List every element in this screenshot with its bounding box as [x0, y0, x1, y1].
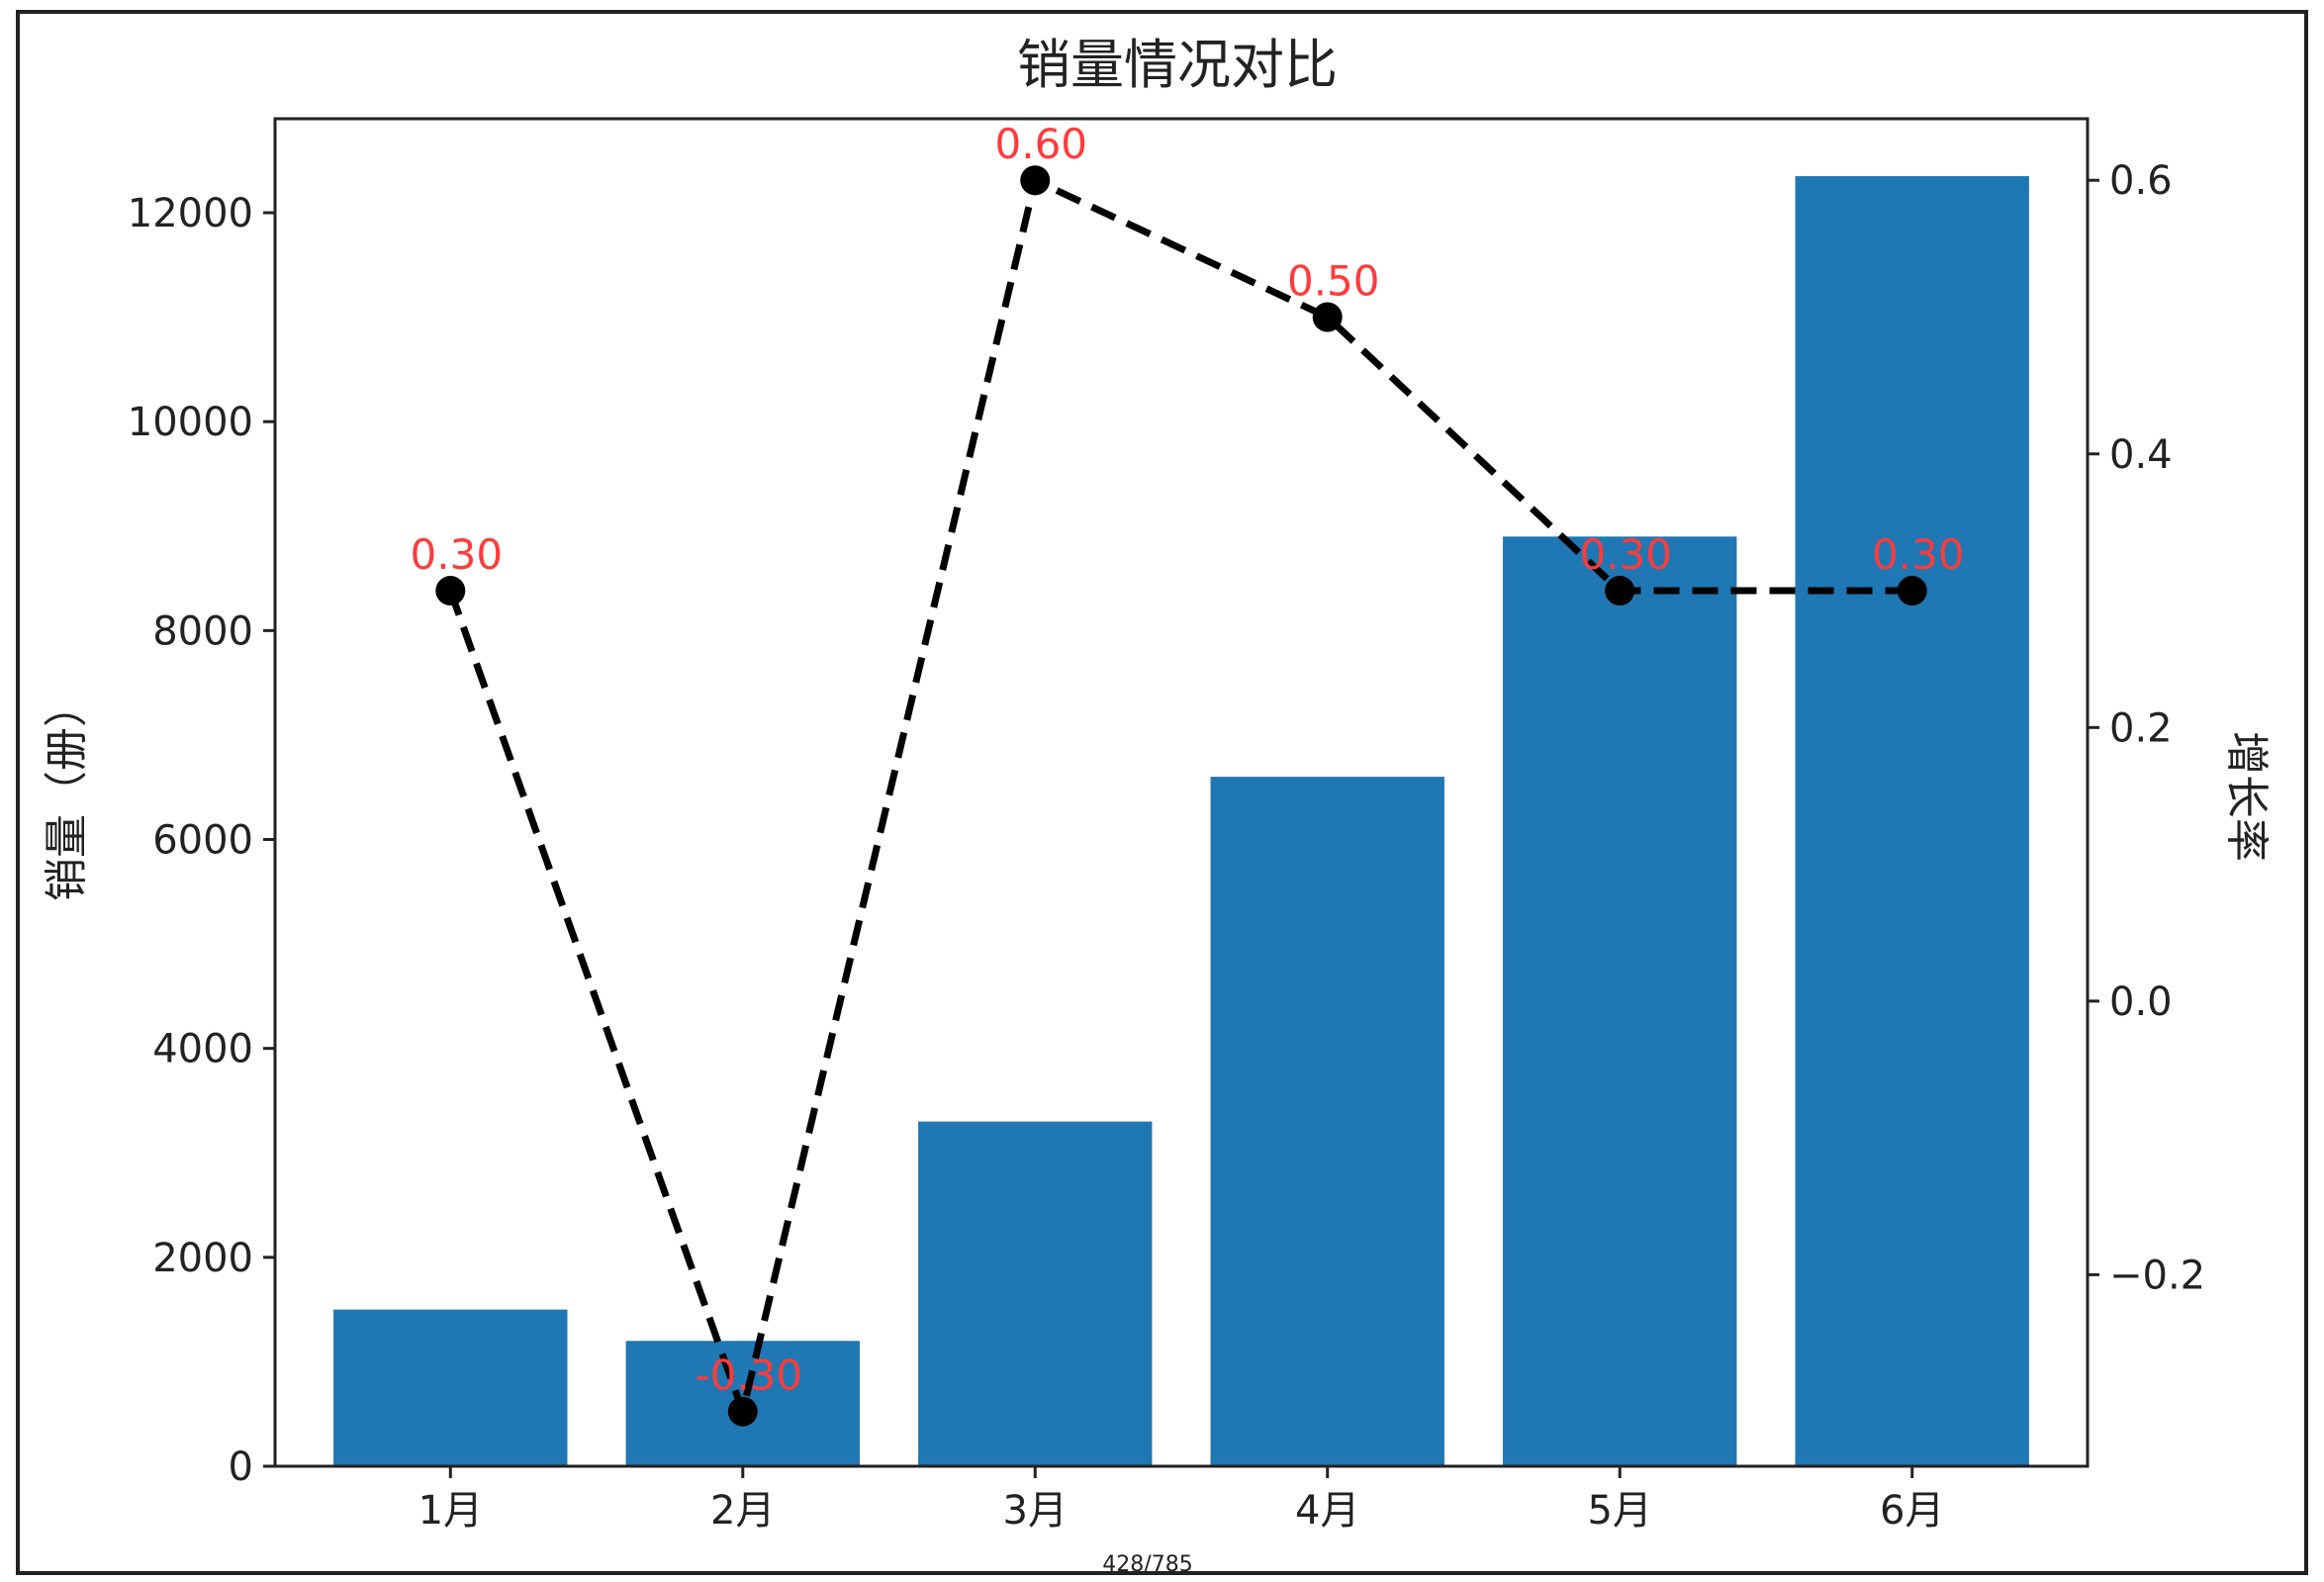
x-tick-label-6: 6月: [1880, 1488, 1944, 1534]
right-tick-label-0: −0.2: [2109, 1253, 2205, 1298]
left-tick-label-5: 10000: [128, 400, 253, 445]
x-tick-label-1: 1月: [418, 1488, 483, 1534]
growth-point-1: [435, 576, 466, 606]
left-tick-label-6: 12000: [128, 191, 253, 236]
y2-axis-label: 增长率: [2221, 731, 2272, 862]
x-axis-ticks: 1月 2月 3月 4月 5月 6月: [418, 1466, 1944, 1534]
bar-1: [333, 1309, 568, 1466]
left-tick-label-4: 8000: [152, 608, 253, 654]
growth-label-4: 0.50: [1287, 256, 1380, 305]
left-tick-label-3: 6000: [152, 818, 253, 864]
right-tick-label-1: 0.0: [2109, 979, 2173, 1025]
left-tick-label-0: 0: [229, 1444, 253, 1490]
plot-area-frame: [273, 117, 2090, 1468]
growth-point-3: [1020, 165, 1051, 196]
x-tick-label-2: 2月: [710, 1488, 775, 1534]
x-tick-label-5: 5月: [1587, 1488, 1651, 1534]
growth-point-4: [1312, 302, 1343, 332]
right-tick-label-2: 0.2: [2109, 705, 2173, 751]
growth-point-6: [1897, 576, 1927, 606]
bars-layer: [333, 176, 2029, 1466]
bar-5: [1503, 536, 1737, 1466]
bar-3: [918, 1121, 1153, 1466]
data-labels-layer: 0.30 -0.30 0.60 0.50 0.30 0.30: [411, 120, 1965, 1399]
right-axis-ticks: −0.2 0.0 0.2 0.4 0.6: [2088, 158, 2205, 1298]
growth-label-1: 0.30: [411, 530, 504, 579]
y-axis-label: 销量（册）: [42, 684, 92, 901]
x-tick-label-4: 4月: [1295, 1488, 1359, 1534]
right-tick-label-4: 0.6: [2109, 158, 2173, 204]
bar-6: [1795, 176, 2029, 1466]
right-tick-label-3: 0.4: [2109, 432, 2173, 478]
left-axis-ticks: 0 2000 4000 6000 8000 10000 12000: [128, 191, 275, 1490]
growth-line-layer: [435, 165, 1927, 1427]
x-tick-label-3: 3月: [1003, 1488, 1068, 1534]
growth-label-3: 0.60: [995, 120, 1088, 168]
growth-line: [446, 176, 1912, 1416]
page-indicator: 428/785: [1102, 1552, 1192, 1577]
left-tick-label-1: 2000: [152, 1236, 253, 1281]
chart-title: 销量情况对比: [1017, 34, 1338, 96]
bar-4: [1210, 777, 1444, 1466]
growth-point-2: [727, 1396, 758, 1427]
left-tick-label-2: 4000: [152, 1027, 253, 1072]
growth-label-6: 0.30: [1872, 530, 1965, 579]
growth-label-2: -0.30: [695, 1351, 802, 1400]
growth-label-5: 0.30: [1579, 530, 1672, 579]
growth-point-5: [1605, 576, 1635, 606]
